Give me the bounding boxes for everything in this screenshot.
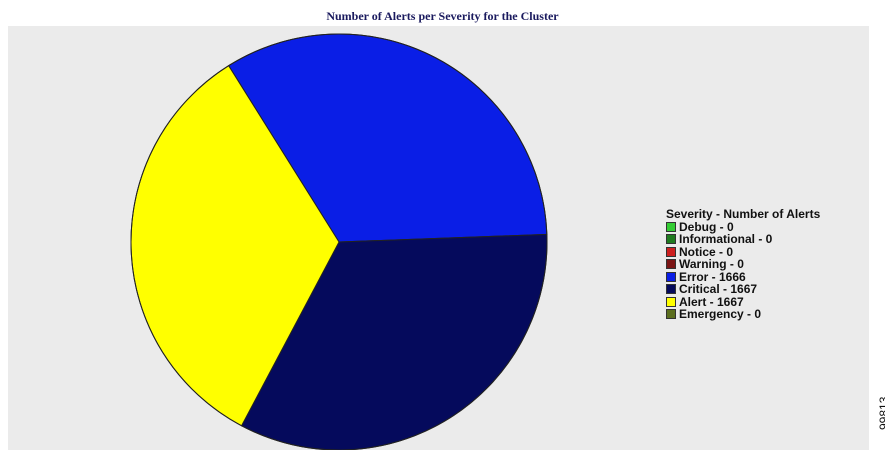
legend-label-critical: Critical - 1667 bbox=[679, 283, 757, 296]
legend-items: Debug - 0 Informational - 0 Notice - 0 Warn… bbox=[666, 221, 820, 321]
legend-item-critical: Critical - 1667 bbox=[666, 283, 820, 296]
legend-item-informational: Informational - 0 bbox=[666, 233, 820, 246]
legend-swatch-warning bbox=[666, 259, 676, 269]
legend-title: Severity - Number of Alerts bbox=[666, 208, 820, 221]
plot-area: Severity - Number of Alerts Debug - 0 Inf… bbox=[8, 26, 869, 450]
figure-id: 99813 bbox=[877, 397, 885, 430]
legend-swatch-debug bbox=[666, 222, 676, 232]
legend-swatch-emergency bbox=[666, 309, 676, 319]
legend-label-informational: Informational - 0 bbox=[679, 233, 772, 246]
legend-swatch-alert bbox=[666, 297, 676, 307]
legend-item-emergency: Emergency - 0 bbox=[666, 308, 820, 321]
legend-swatch-informational bbox=[666, 234, 676, 244]
legend-swatch-critical bbox=[666, 284, 676, 294]
legend-swatch-error bbox=[666, 272, 676, 282]
legend-item-warning: Warning - 0 bbox=[666, 258, 820, 271]
legend: Severity - Number of Alerts Debug - 0 Inf… bbox=[666, 208, 820, 321]
legend-label-emergency: Emergency - 0 bbox=[679, 308, 761, 321]
legend-label-warning: Warning - 0 bbox=[679, 258, 744, 271]
legend-swatch-notice bbox=[666, 247, 676, 257]
chart-title: Number of Alerts per Severity for the Cl… bbox=[0, 9, 885, 24]
